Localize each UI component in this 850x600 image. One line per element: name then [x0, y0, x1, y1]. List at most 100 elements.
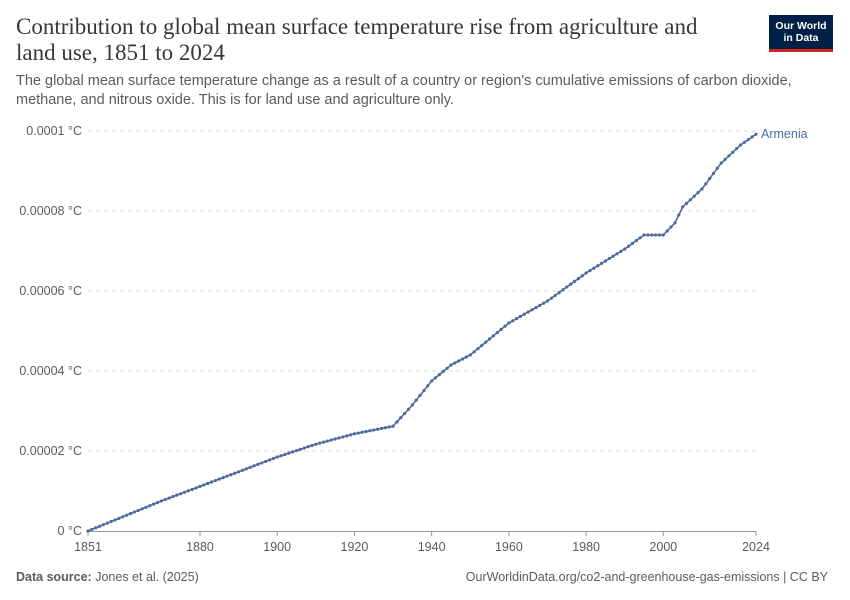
x-tick-label: 1900 — [263, 540, 291, 554]
chart-title: Contribution to global mean surface temp… — [16, 14, 698, 65]
data-point — [379, 426, 384, 431]
data-point — [495, 331, 499, 335]
data-point — [422, 389, 426, 393]
data-point — [704, 182, 708, 186]
data-source: Data source: Jones et al. (2025) — [16, 570, 199, 584]
data-point — [86, 529, 90, 533]
data-point — [615, 252, 619, 256]
data-point — [453, 361, 457, 365]
data-point — [572, 279, 577, 283]
data-point — [244, 467, 248, 471]
data-point — [321, 440, 326, 444]
data-point — [148, 504, 152, 508]
data-point — [121, 515, 125, 519]
data-point — [522, 312, 526, 316]
data-point — [179, 492, 183, 496]
data-source-label: Data source: — [16, 570, 92, 584]
data-point — [603, 259, 608, 263]
data-point — [549, 296, 553, 300]
data-point — [619, 249, 623, 253]
data-point — [731, 150, 735, 154]
data-point — [723, 157, 727, 161]
data-point — [90, 527, 94, 532]
data-point — [383, 426, 387, 430]
data-point — [360, 430, 364, 434]
data-point — [437, 373, 441, 377]
data-point — [445, 366, 449, 370]
data-point — [433, 376, 438, 380]
data-point — [395, 420, 399, 424]
data-point — [449, 363, 453, 367]
series-line-armenia[interactable] — [87, 133, 757, 532]
data-point — [669, 225, 673, 229]
data-point — [329, 438, 333, 442]
data-point — [306, 445, 310, 449]
data-point — [372, 428, 376, 432]
data-point — [213, 478, 218, 483]
data-point — [233, 471, 237, 475]
y-tick-label: 0.00004 °C — [19, 364, 82, 378]
data-point — [430, 379, 434, 383]
logo-line-1: Our World — [775, 20, 827, 32]
data-point — [599, 261, 604, 265]
data-point — [638, 236, 642, 240]
data-point — [727, 154, 731, 158]
data-point — [711, 171, 716, 175]
data-point — [596, 264, 600, 268]
data-point — [341, 435, 345, 439]
data-point — [399, 416, 403, 420]
data-point — [665, 229, 669, 233]
data-point — [491, 334, 496, 338]
owid-logo[interactable]: Our World in Data — [769, 15, 833, 52]
grid-layer — [88, 130, 756, 452]
data-point — [468, 353, 472, 357]
data-point — [457, 359, 461, 363]
data-point — [507, 321, 511, 325]
data-point — [279, 454, 283, 458]
data-source-link[interactable]: Jones et al. (2025) — [95, 570, 199, 584]
data-point — [221, 476, 225, 480]
data-point — [503, 324, 507, 328]
data-point — [526, 310, 530, 314]
x-tick-label: 2024 — [742, 540, 770, 554]
data-point — [291, 450, 295, 454]
data-point — [182, 490, 187, 494]
y-tick-label: 0.0001 °C — [26, 124, 82, 138]
data-point — [742, 140, 747, 144]
data-point — [515, 317, 519, 321]
data-point — [576, 277, 580, 281]
data-point — [271, 456, 275, 461]
data-point — [310, 443, 314, 448]
data-point — [113, 518, 117, 522]
data-point — [534, 306, 538, 310]
data-point — [472, 350, 476, 354]
footer-url[interactable]: OurWorldinData.org/co2-and-greenhouse-ga… — [465, 570, 828, 584]
data-point — [460, 357, 465, 361]
series-label-armenia[interactable]: Armenia — [761, 127, 808, 141]
data-point — [140, 507, 144, 511]
data-point — [94, 526, 98, 530]
data-point — [418, 393, 422, 397]
data-point — [584, 271, 588, 275]
data-point — [580, 274, 584, 278]
data-point — [654, 233, 658, 237]
data-point — [364, 429, 368, 434]
data-point — [673, 221, 677, 225]
series-layer: Armenia — [86, 127, 808, 533]
data-point — [391, 424, 395, 428]
data-point — [542, 301, 546, 305]
data-point — [206, 481, 210, 486]
data-point — [267, 458, 272, 462]
data-point — [248, 465, 252, 469]
data-point — [314, 442, 318, 446]
data-point — [681, 205, 685, 209]
data-point — [225, 474, 229, 478]
data-point — [565, 285, 569, 289]
data-point — [194, 486, 198, 490]
data-point — [132, 510, 136, 514]
x-tick-label: 1851 — [74, 540, 102, 554]
data-point — [511, 319, 515, 323]
data-point — [561, 288, 565, 292]
y-tick-label: 0.00002 °C — [19, 444, 82, 458]
data-point — [696, 191, 700, 195]
